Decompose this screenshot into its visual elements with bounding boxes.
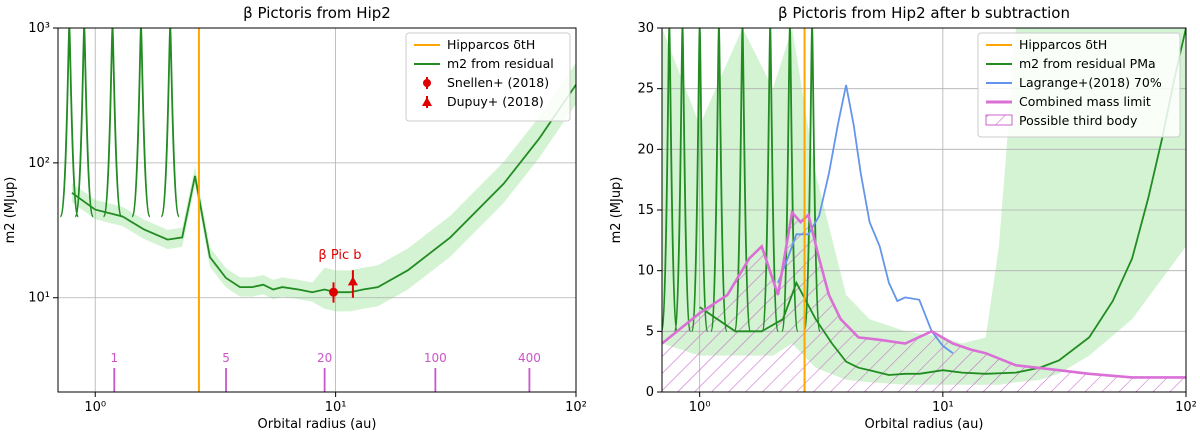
right-m2-curve: [699, 28, 1186, 376]
dupuy-point: [347, 276, 358, 286]
left-period-marks: 1 5 20 100 400: [110, 351, 541, 392]
legend-hipparcos-label: Hipparcos δtH: [447, 37, 535, 52]
combined-mass-limit: [662, 209, 1186, 379]
right-ytick-label: 20: [637, 142, 654, 157]
right-series: [662, 28, 1186, 392]
legend-dupuy-marker: [422, 97, 432, 106]
period-mark-label: 20: [317, 351, 332, 365]
legend-m2-label: m2 from residual: [447, 56, 554, 71]
legend-r-third-body-label: Possible third body: [1019, 113, 1138, 128]
right-panel: β Pictoris from Hip2 after b subtraction…: [609, 4, 1197, 432]
legend-r-m2-label: m2 from residual PMa: [1019, 56, 1156, 71]
left-band: [71, 62, 576, 312]
left-xtick-label: 10²: [565, 400, 587, 415]
period-mark-label: 400: [518, 351, 541, 365]
left-m2-curve: [71, 84, 576, 294]
right-title: β Pictoris from Hip2 after b subtraction: [778, 4, 1070, 22]
left-series: [59, 28, 576, 392]
period-mark-label: 100: [424, 351, 447, 365]
left-ytick-label: 10²: [28, 156, 50, 171]
right-ticks: 10⁰ 10¹ 10² 0 5 10 15 20 25 30: [637, 21, 1196, 415]
legend-snellen-marker: [423, 79, 431, 87]
legend-r-combined-label: Combined mass limit: [1019, 94, 1151, 109]
lagrange-curve: [777, 84, 954, 354]
left-axes-frame: [57, 27, 577, 393]
left-uncertainty-band: [71, 62, 576, 312]
beta-pic-b-annotation: β Pic b: [318, 248, 361, 263]
left-xlabel: Orbital radius (au): [258, 417, 377, 432]
right-xtick-label: 10²: [1175, 400, 1197, 415]
right-ytick-label: 5: [646, 324, 654, 339]
left-xtick-label: 10⁰: [84, 400, 106, 415]
right-ytick-label: 25: [637, 82, 654, 97]
right-ytick-label: 15: [637, 203, 654, 218]
legend-r-lagrange-label: Lagrange+(2018) 70%: [1019, 75, 1162, 90]
right-ytick-label: 0: [646, 385, 654, 400]
right-xlabel: Orbital radius (au): [865, 417, 984, 432]
period-mark-label: 1: [110, 351, 118, 365]
right-legend: Hipparcos δtH m2 from residual PMa Lagra…: [977, 32, 1181, 138]
legend-dupuy-label: Dupuy+ (2018): [447, 94, 544, 109]
left-ytick-label: 10³: [28, 21, 50, 36]
right-xtick-label: 10¹: [932, 400, 954, 415]
left-ticks: 10⁰ 10¹ 10² 10¹ 10² 10³: [28, 21, 587, 415]
right-ylabel: m2 (MJup): [609, 177, 624, 244]
right-xtick-label: 10⁰: [689, 400, 711, 415]
right-ytick-label: 30: [637, 21, 654, 36]
left-xtick-label: 10¹: [325, 400, 347, 415]
left-legend: Hipparcos δtH m2 from residual Snellen+ …: [405, 32, 571, 122]
left-ytick-label: 10¹: [28, 291, 50, 306]
legend-r-third-body-swatch: [985, 114, 1013, 126]
left-ylabel: m2 (MJup): [3, 177, 18, 244]
legend-r-hipparcos-label: Hipparcos δtH: [1019, 37, 1107, 52]
left-panel: β Pictoris from Hip2 1 5 20 100 400 10⁰ 10¹ 10…: [3, 4, 587, 432]
snellen-point: [329, 287, 339, 297]
left-title: β Pictoris from Hip2: [243, 4, 391, 22]
period-mark-label: 5: [222, 351, 230, 365]
legend-snellen-label: Snellen+ (2018): [447, 75, 549, 90]
right-ytick-label: 10: [637, 264, 654, 279]
